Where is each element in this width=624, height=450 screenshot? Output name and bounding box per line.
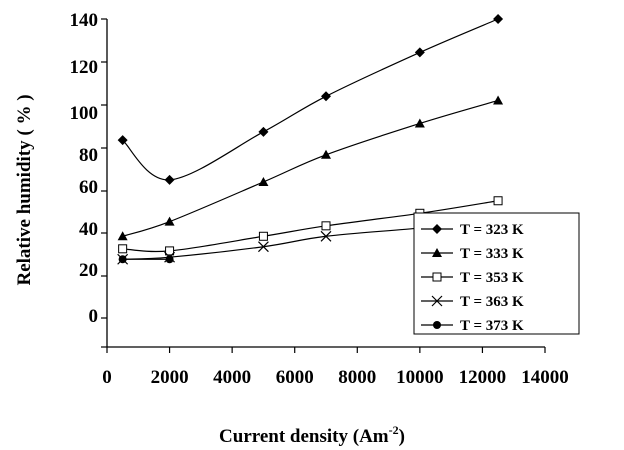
data-point	[493, 196, 503, 206]
data-point	[493, 95, 504, 105]
data-point	[493, 14, 504, 24]
x-ticks: 0 2000 4000 6000 8000 10000 12000 14000	[102, 347, 569, 388]
data-point	[165, 255, 174, 264]
data-point	[320, 230, 332, 242]
series-group	[117, 14, 504, 185]
y-ticks: 140 120 100 80 60 40 20 0	[70, 10, 107, 348]
y-tick-label: 20	[79, 260, 98, 281]
y-tick-label: 140	[70, 10, 99, 31]
legend-items: T = 323 K T = 333 K T = 353 K T = 363 K T = …	[421, 222, 524, 334]
data-point	[414, 118, 425, 128]
y-tick-label: 120	[70, 57, 99, 78]
data-point	[258, 126, 269, 137]
y-tick-label: 0	[89, 306, 99, 327]
data-point	[258, 231, 268, 241]
legend-label: T = 363 K	[460, 294, 524, 310]
y-tick-label: 100	[70, 103, 99, 124]
data-point	[321, 221, 331, 231]
x-tick-label: 6000	[276, 367, 314, 388]
data-point	[414, 47, 425, 58]
x-tick-label: 4000	[213, 367, 251, 388]
y-tick-label: 80	[79, 145, 98, 166]
data-point	[321, 149, 331, 159]
x-tick-label: 0	[102, 367, 112, 388]
data-point	[118, 244, 128, 254]
legend-marker	[432, 224, 442, 234]
data-point	[165, 246, 175, 256]
x-axis-title-superscript: -2	[389, 423, 399, 437]
data-point	[117, 135, 128, 146]
data-point	[118, 255, 127, 264]
data-point	[321, 91, 331, 102]
data-point	[258, 241, 269, 253]
legend: T = 323 K T = 333 K T = 353 K T = 363 K T = …	[413, 212, 580, 335]
data-point	[164, 216, 175, 226]
legend-label: T = 373 K	[460, 318, 524, 334]
legend-marker	[431, 295, 443, 307]
series-group	[117, 95, 504, 241]
y-tick-label: 60	[79, 177, 98, 198]
x-tick-label: 14000	[521, 367, 569, 388]
legend-label: T = 323 K	[460, 222, 524, 238]
data-point	[164, 174, 175, 185]
x-tick-label: 12000	[459, 367, 507, 388]
data-point	[117, 231, 128, 241]
legend-marker	[432, 248, 442, 257]
series-group	[118, 255, 174, 264]
chart-axes	[106, 19, 545, 348]
x-axis-title: Current density (Am-2)	[219, 423, 405, 447]
series-line	[122, 18, 499, 181]
y-tick-label: 40	[79, 219, 98, 240]
x-tick-label: 10000	[396, 367, 444, 388]
legend-label: T = 333 K	[460, 246, 524, 262]
legend-marker	[433, 321, 441, 329]
x-tick-label: 2000	[151, 367, 189, 388]
data-point	[258, 176, 269, 186]
y-axis-title: Relative humidity ( % )	[14, 94, 35, 285]
legend-label: T = 353 K	[460, 270, 524, 286]
x-axis-title-main: Current density (Am	[219, 426, 389, 447]
x-axis-title-close: )	[399, 426, 405, 447]
x-tick-label: 8000	[338, 367, 376, 388]
legend-marker	[432, 272, 442, 282]
